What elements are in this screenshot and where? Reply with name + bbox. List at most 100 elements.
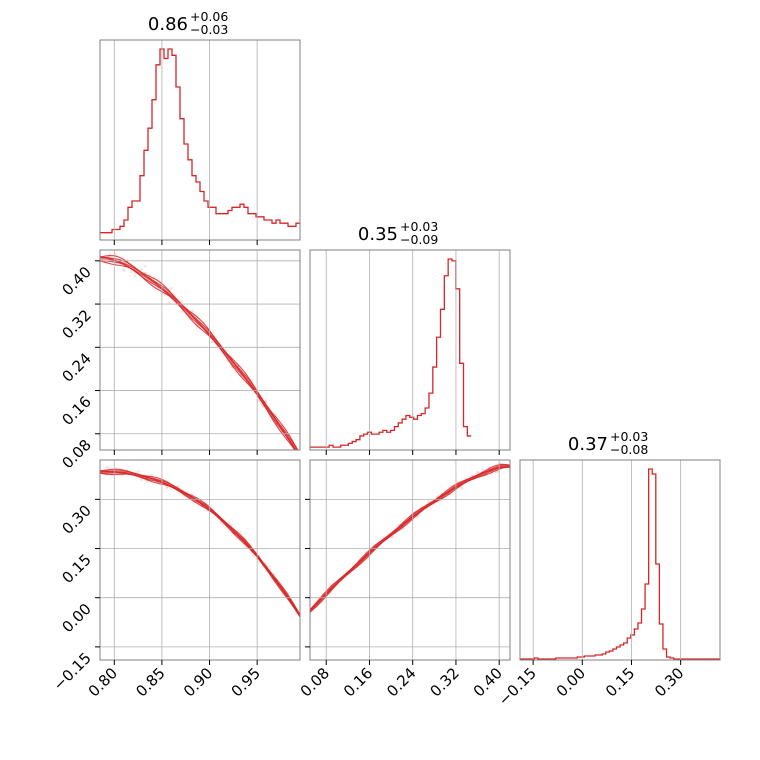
sample-point (210, 340, 214, 344)
title-minus: −0.08 (610, 442, 648, 457)
sample-point (390, 535, 393, 539)
contour-line (100, 260, 297, 450)
histogram-step (310, 258, 472, 448)
sample-point (180, 299, 184, 303)
x-tick-label: −0.15 (495, 664, 540, 709)
x-tick-label: 0.85 (132, 664, 168, 700)
x-tick-label: 0.08 (297, 664, 333, 700)
scatter-p1-p2 (100, 253, 304, 460)
sample-point (176, 485, 180, 489)
title-value: 0.37 (568, 434, 608, 455)
sample-point (256, 399, 260, 403)
sample-point (267, 565, 271, 568)
sample-point (114, 253, 117, 256)
histogram-panel-2 (310, 258, 472, 448)
x-tick-label: 0.95 (228, 664, 264, 700)
x-tick-label: 0.00 (553, 664, 589, 700)
contour-line (100, 472, 300, 618)
sample-point (165, 486, 169, 489)
histogram-3-frame (519, 459, 721, 661)
vertical-gridlines (113, 460, 258, 660)
sample-point (426, 500, 430, 503)
y-tick-label: 0.24 (58, 349, 94, 385)
sample-point (167, 301, 171, 305)
x-tick-label: 0.32 (426, 664, 462, 700)
contour-line (100, 260, 296, 450)
title-plus: +0.03 (400, 219, 438, 234)
title-value: 0.86 (148, 14, 188, 35)
sample-point (121, 267, 125, 271)
sample-point (460, 487, 464, 491)
contour-line (100, 470, 300, 616)
sample-point (301, 457, 304, 460)
histogram-step (520, 468, 720, 660)
contour-line (310, 463, 510, 611)
horizontal-gridlines (100, 260, 300, 435)
scatter-p2-p3-frame (309, 459, 511, 661)
contour-line (100, 470, 300, 615)
x-tick-label: 0.16 (340, 664, 376, 700)
sample-point (123, 269, 126, 273)
sample-point (475, 470, 479, 474)
vertical-gridlines (325, 460, 500, 660)
y-tick-label: 0.15 (58, 551, 94, 587)
contour-line (100, 472, 300, 618)
x-tick-label: 0.30 (651, 664, 687, 700)
sample-point (415, 515, 419, 519)
contour-line (310, 465, 510, 611)
title-minus: −0.09 (400, 232, 438, 247)
sample-point (133, 274, 137, 278)
vertical-gridlines (113, 250, 258, 450)
sample-point (477, 471, 480, 474)
y-tick-label: 0.32 (58, 306, 94, 342)
sample-point (140, 478, 143, 482)
vertical-gridlines (113, 40, 258, 240)
contour-line (100, 471, 300, 617)
density-contours (310, 463, 510, 613)
scatter-p1-p3 (100, 465, 300, 618)
contour-line (310, 466, 510, 613)
histogram-2-frame (309, 249, 511, 451)
histogram-1-frame (99, 39, 301, 241)
scatter-points (100, 465, 300, 618)
x-tick-label: 0.90 (180, 664, 216, 700)
sample-point (259, 403, 263, 407)
vertical-gridlines (325, 250, 500, 450)
sample-point (136, 469, 140, 473)
sample-point (105, 465, 109, 469)
vertical-gridlines (532, 460, 682, 660)
y-tick-label: 0.40 (58, 263, 94, 299)
contour-line (310, 466, 510, 612)
sample-point (428, 506, 432, 510)
sample-point (481, 468, 485, 472)
sample-point (191, 309, 195, 313)
x-tick-label: 0.80 (85, 664, 121, 700)
sample-point (129, 270, 133, 274)
title-plus: +0.03 (610, 429, 648, 444)
horizontal-gridlines (310, 498, 510, 648)
contour-line (100, 255, 299, 450)
contour-line (100, 256, 299, 450)
sample-point (145, 480, 149, 484)
horizontal-gridlines (100, 498, 300, 648)
contour-line (310, 466, 510, 613)
scatter-p1-p3-frame (99, 459, 301, 661)
title-minus: −0.03 (190, 22, 228, 37)
y-tick-label: 0.08 (58, 436, 94, 472)
histogram-panel-1 (100, 48, 300, 234)
sample-point (143, 264, 147, 268)
y-tick-label: 0.16 (58, 393, 94, 429)
sample-point (140, 268, 143, 272)
contour-line (310, 464, 510, 611)
sample-point (107, 466, 111, 470)
density-contours (100, 468, 300, 618)
contour-line (100, 258, 297, 450)
sample-point (238, 530, 242, 534)
title-plus: +0.06 (190, 9, 228, 24)
scatter-points (310, 461, 510, 613)
y-tick-label: 0.00 (58, 600, 94, 636)
sample-point (496, 470, 500, 473)
sample-point (170, 287, 173, 290)
x-tick-label: 0.15 (602, 664, 638, 700)
